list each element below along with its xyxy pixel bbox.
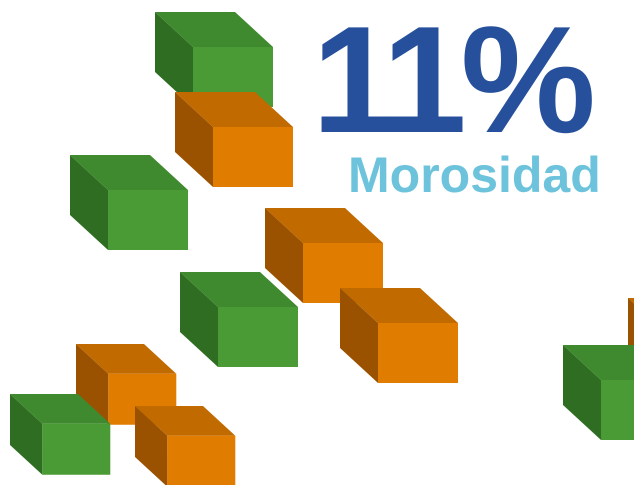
cube-front <box>218 307 298 367</box>
infographic: 11% Morosidad <box>0 0 634 485</box>
cube-front <box>167 436 235 485</box>
headline-label: Morosidad <box>348 147 601 203</box>
cube-front <box>213 127 293 187</box>
cube-front <box>601 380 634 440</box>
cube-front <box>378 323 458 383</box>
cube-front <box>108 190 188 250</box>
page: 11% Morosidad (() => { const data = JSON… <box>0 0 634 485</box>
headline-figure: 11% <box>312 0 593 165</box>
cube-front <box>42 424 110 475</box>
